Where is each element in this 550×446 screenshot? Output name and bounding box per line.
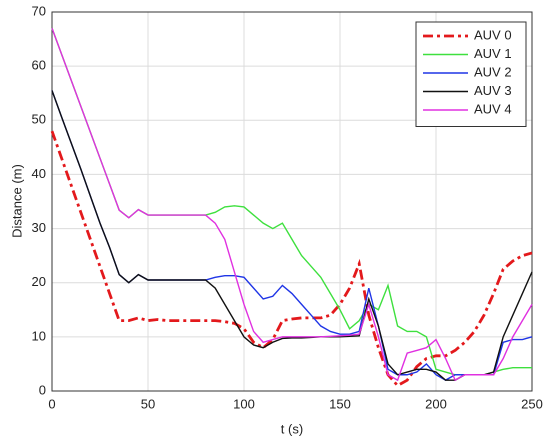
y-tick-label: 60 (32, 58, 46, 73)
y-tick-label: 10 (32, 328, 46, 343)
y-tick-label: 40 (32, 166, 46, 181)
series-line (51, 27, 533, 382)
legend-label: AUV 3 (474, 83, 512, 98)
y-tick-label: 20 (32, 274, 46, 289)
legend-label: AUV 2 (474, 64, 512, 79)
y-axis-label: Distance (m) (9, 164, 24, 238)
y-tick-label: 50 (32, 112, 46, 127)
y-tick-label: 30 (32, 220, 46, 235)
axes-box (51, 11, 533, 392)
legend-label: AUV 0 (474, 27, 512, 42)
series-line (50, 130, 533, 388)
y-tick-label: 70 (32, 3, 46, 18)
x-axis-label: t (s) (281, 421, 303, 436)
legend-label: AUV 1 (474, 46, 512, 61)
x-tick-label: 50 (141, 396, 155, 411)
x-tick-label: 200 (425, 396, 447, 411)
x-tick-label: 150 (329, 396, 351, 411)
legend-box (415, 21, 527, 127)
x-tick-label: 250 (521, 396, 543, 411)
x-tick-label: 100 (233, 396, 255, 411)
series-line (51, 90, 533, 381)
y-tick-label: 0 (39, 382, 46, 397)
legend-label: AUV 4 (474, 101, 512, 116)
x-tick-label: 0 (48, 396, 55, 411)
